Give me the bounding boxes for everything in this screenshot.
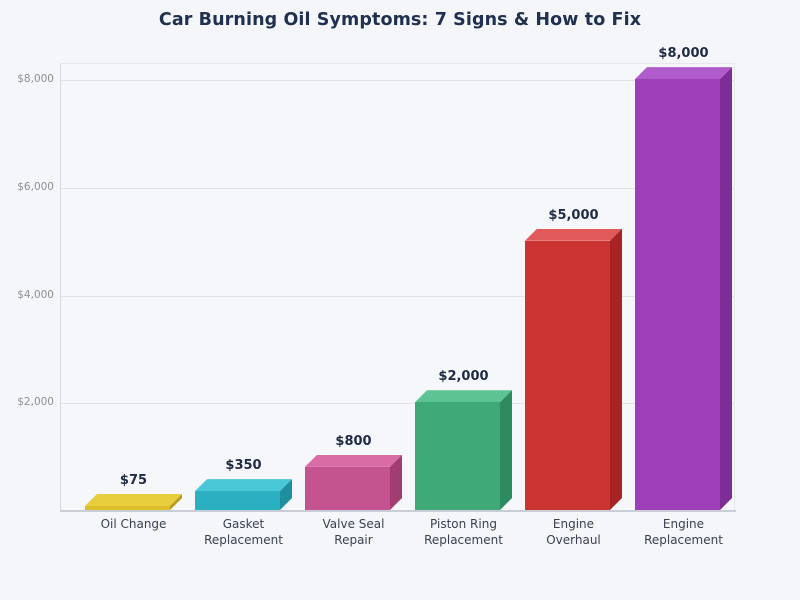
x-axis-tick-label-line: Gasket — [222, 517, 265, 531]
x-axis-tick-label-line: Repair — [334, 533, 373, 547]
bar[interactable] — [635, 67, 732, 510]
bar-value-label: $350 — [225, 458, 262, 474]
bar-value-label: $8,000 — [658, 46, 709, 62]
bar-front-face — [525, 240, 610, 510]
x-axis-tick-label-line: Oil Change — [100, 517, 167, 531]
x-axis-tick-label-line: Overhaul — [546, 533, 601, 547]
y-axis-tick-label: $8,000 — [17, 73, 54, 86]
bar-side-face — [390, 454, 402, 510]
x-axis-line — [60, 510, 736, 512]
x-axis-tick-label: Gasket Replacement — [181, 516, 306, 548]
x-axis-tick-label-line: Replacement — [424, 533, 503, 547]
bar-top-face — [305, 454, 402, 467]
bar-top-face — [525, 228, 622, 241]
bar-top-face — [415, 390, 512, 403]
y-axis-tick-label: $6,000 — [17, 180, 54, 193]
x-axis-tick-label: Engine Replacement — [621, 516, 746, 548]
chart-title: Car Burning Oil Symptoms: 7 Signs & How … — [158, 10, 642, 30]
y-axis: $2,000 $4,000 $6,000 $8,000 — [0, 0, 54, 600]
bar-front-face — [195, 491, 280, 510]
y-axis-tick-label: $4,000 — [17, 288, 54, 301]
bar-side-face — [720, 67, 732, 510]
bar-top-face — [635, 67, 732, 80]
x-axis-tick-label: Piston Ring Replacement — [401, 516, 526, 548]
bar-side-face — [500, 390, 512, 510]
bar[interactable] — [525, 228, 622, 510]
x-axis-tick-label: Valve Seal Repair — [291, 516, 416, 548]
bar-value-label: $75 — [119, 472, 148, 488]
bar-value-label: $5,000 — [548, 207, 599, 223]
bar-front-face — [415, 402, 500, 510]
bar[interactable] — [305, 454, 402, 510]
x-axis-tick-label-line: Engine — [552, 517, 595, 531]
bar[interactable] — [415, 390, 512, 510]
bar-value-label: $2,000 — [438, 369, 489, 385]
bar-front-face — [85, 505, 170, 510]
y-axis-tick-label: $2,000 — [17, 396, 54, 409]
gridline — [61, 187, 734, 189]
x-axis-tick-label-line: Replacement — [204, 533, 283, 547]
bar[interactable] — [85, 493, 182, 510]
bar-top-face — [195, 479, 292, 492]
x-axis-tick-label: Engine Overhaul — [511, 516, 636, 548]
bar-front-face — [635, 79, 720, 510]
x-axis-tick-label-line: Piston Ring — [430, 517, 497, 531]
bar-top-face — [85, 493, 182, 506]
gridline — [61, 403, 734, 405]
gridline — [61, 80, 734, 82]
plot-area — [60, 63, 735, 510]
gridline — [61, 295, 734, 297]
bar-side-face — [610, 228, 622, 510]
x-axis-tick-label-line: Valve Seal — [322, 517, 385, 531]
bar[interactable] — [195, 479, 292, 510]
bar-front-face — [305, 466, 390, 510]
x-axis-tick-label-line: Engine — [662, 517, 705, 531]
x-axis-tick-label-line: Replacement — [644, 533, 723, 547]
bar-value-label: $800 — [335, 433, 372, 449]
x-axis-tick-label: Oil Change — [71, 516, 196, 532]
